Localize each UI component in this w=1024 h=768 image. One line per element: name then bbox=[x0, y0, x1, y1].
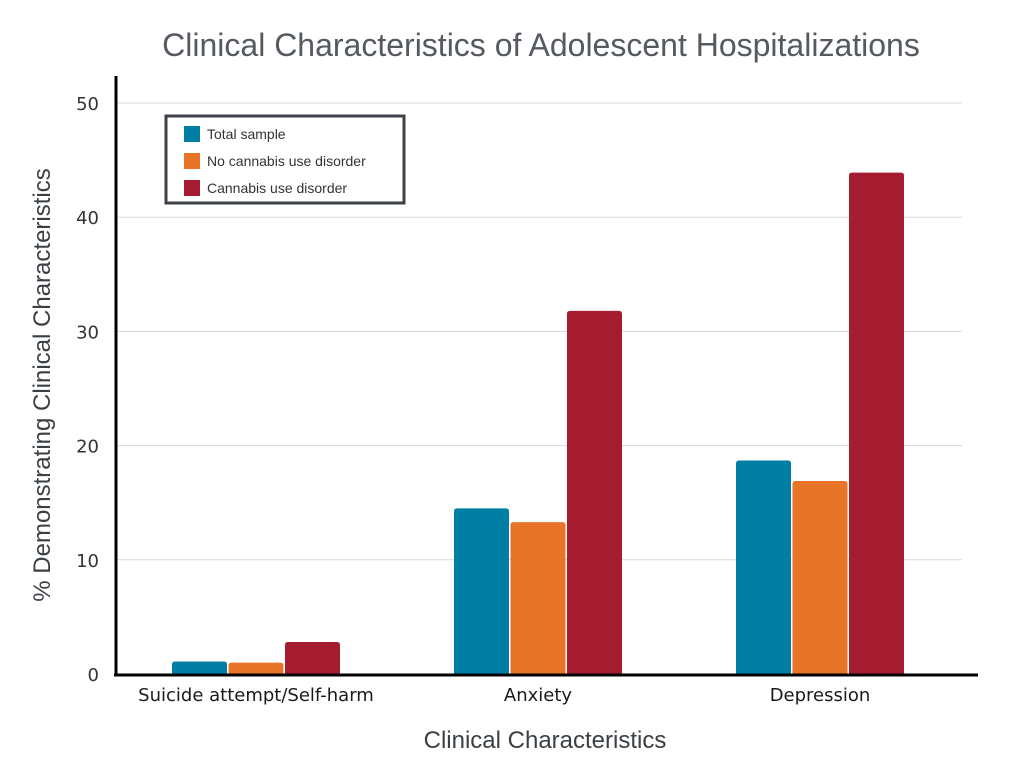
bar bbox=[567, 310, 622, 674]
y-axis-ticks: 0 10 20 30 40 50 bbox=[76, 94, 99, 686]
legend-label: No cannabis use disorder bbox=[207, 153, 366, 169]
x-tick-label: Anxiety bbox=[504, 685, 573, 706]
x-axis-category-labels: Suicide attempt/Self-harm Anxiety Depressi… bbox=[138, 685, 870, 706]
bar bbox=[736, 460, 791, 674]
chart-title: Clinical Characteristics of Adolescent H… bbox=[162, 27, 920, 63]
bar bbox=[510, 522, 566, 674]
y-tick-label: 30 bbox=[76, 322, 99, 343]
y-tick-label: 0 bbox=[88, 665, 99, 686]
bars bbox=[172, 172, 904, 675]
legend-box bbox=[164, 114, 406, 205]
bar bbox=[454, 508, 509, 674]
bar bbox=[172, 661, 227, 674]
legend-label: Total sample bbox=[207, 126, 286, 142]
bar bbox=[849, 172, 904, 675]
bar bbox=[792, 481, 848, 674]
x-tick-label: Depression bbox=[770, 685, 871, 706]
y-axis-title: % Demonstrating Clinical Characteristics bbox=[29, 168, 56, 601]
x-axis-title: Clinical Characteristics bbox=[424, 727, 667, 754]
legend-label: Cannabis use disorder bbox=[207, 180, 347, 196]
bar bbox=[228, 662, 284, 674]
legend-swatch bbox=[184, 153, 200, 169]
legend: Total sample No cannabis use disorder Cann… bbox=[164, 114, 406, 205]
legend-swatch bbox=[184, 126, 200, 142]
y-tick-label: 40 bbox=[76, 208, 99, 229]
legend-swatch bbox=[184, 180, 200, 196]
y-tick-label: 10 bbox=[76, 551, 99, 572]
y-tick-label: 50 bbox=[76, 94, 99, 115]
bar bbox=[285, 642, 340, 674]
x-tick-label: Suicide attempt/Self-harm bbox=[138, 685, 374, 706]
y-tick-label: 20 bbox=[76, 437, 99, 458]
